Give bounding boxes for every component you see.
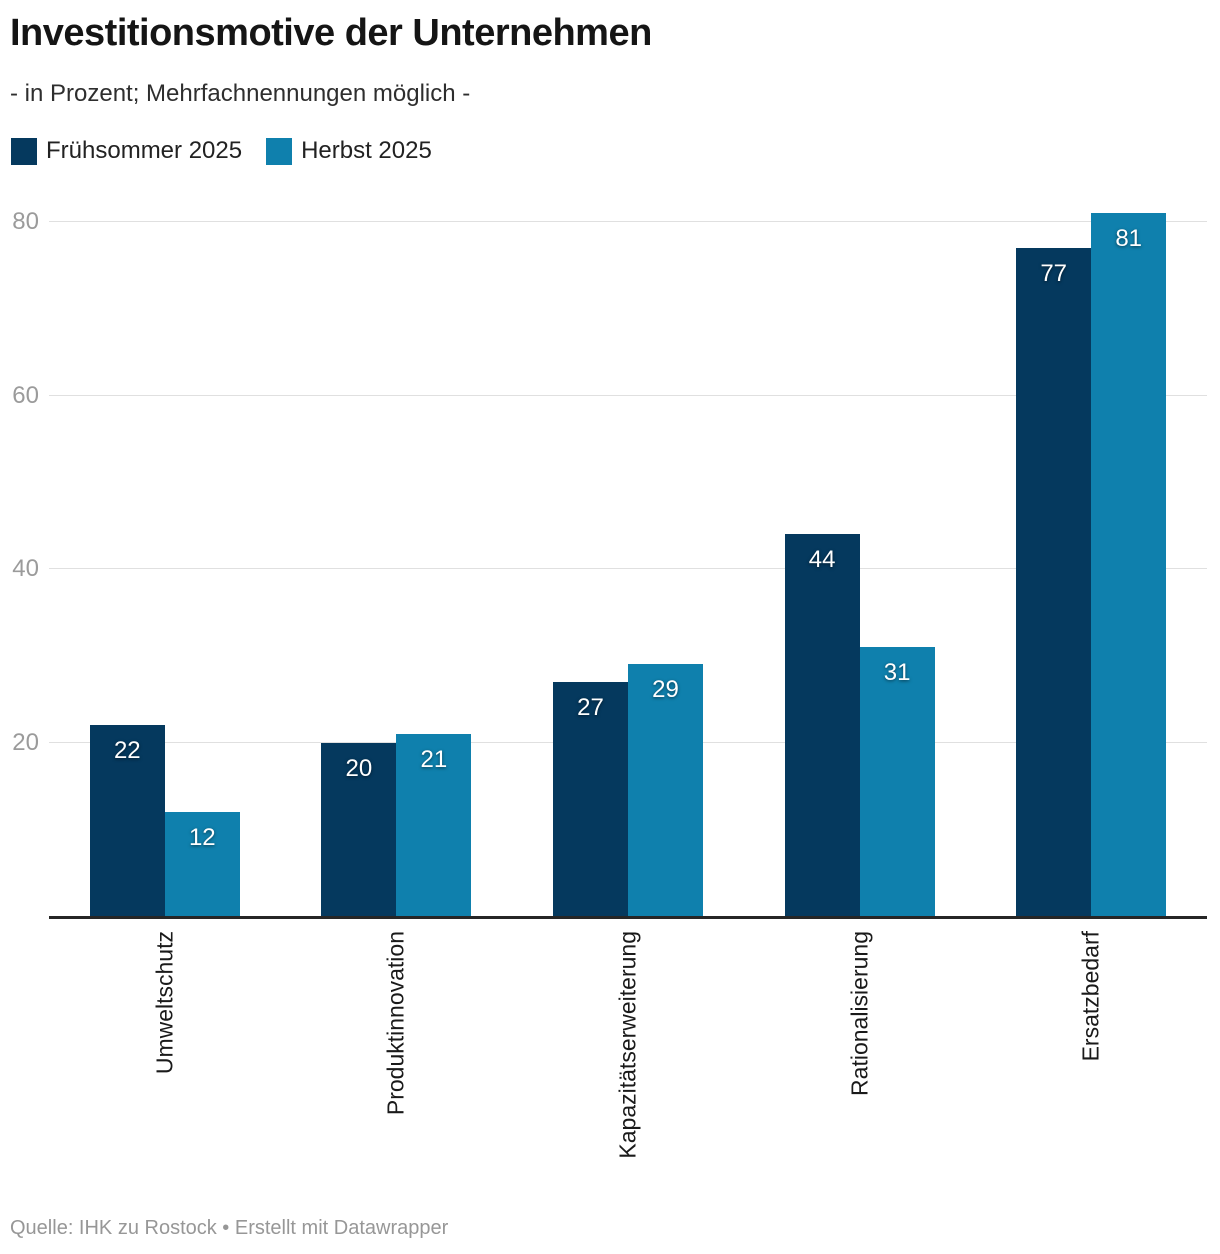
bar-value-label: 29 [652,676,679,704]
x-axis-label-5: Ersatzbedarf [1077,931,1104,1062]
bar-value-label: 27 [577,693,604,721]
x-axis-label-2: Produktinnovation [382,931,409,1116]
x-axis-label-3: Kapazitätserweiterung [614,931,641,1159]
bar-value-label: 12 [188,823,216,851]
y-tick-label-60: 60 [12,381,39,409]
bar-group-4: 44 31 [784,534,935,916]
y-tick-label-80: 80 [12,208,39,235]
x-axis-label-1: Umweltschutz [151,931,178,1075]
chart-subtitle: - in Prozent; Mehrfachnennungen möglich … [10,80,471,107]
x-axis-line [49,916,1207,919]
bar-group-2: 20 21 [321,733,472,916]
chart-title: Investitionsmotive der Unternehmen [10,12,652,54]
bar-group-5: 77 81 [1016,213,1167,916]
bar-value-label: 22 [113,737,141,765]
bar-rationalisierung-frühsommer-2025: 44 [784,534,860,916]
bar-umweltschutz-frühsommer-2025: 22 [89,725,165,916]
gridline-80 [49,221,1207,222]
legend-item-fruehsommer: Frühsommer 2025 [11,137,242,165]
legend-swatch-fruehsommer [11,137,37,165]
bar-value-label: 77 [1040,260,1068,288]
bar-group-3: 27 29 [553,664,703,916]
gridline-60 [49,394,1207,396]
bar-umweltschutz-herbst-2025: 12 [164,811,240,916]
bar-kapazitätserweiterung-herbst-2025: 29 [628,664,703,916]
plot-area: 20 40 60 80 22 12 20 21 27 29 44 31 77 81 [12,176,1207,919]
bar-ersatzbedarf-herbst-2025: 81 [1091,213,1167,916]
y-tick-label-20: 20 [12,728,39,756]
legend-label-herbst: Herbst 2025 [301,137,432,164]
bar-value-label: 31 [883,659,911,687]
bar-value-label: 21 [420,745,448,773]
bar-produktinnovation-frühsommer-2025: 20 [321,742,397,916]
bar-value-label: 20 [345,754,373,782]
bar-group-1: 22 12 [89,725,240,916]
legend-label-fruehsommer: Frühsommer 2025 [46,137,243,164]
bar-value-label: 44 [808,546,836,574]
legend: Frühsommer 2025 Herbst 2025 [11,137,432,165]
bar-produktinnovation-herbst-2025: 21 [396,733,472,916]
bar-rationalisierung-herbst-2025: 31 [859,647,935,916]
bar-kapazitätserweiterung-frühsommer-2025: 27 [553,681,628,916]
x-axis-label-4: Rationalisierung [846,931,873,1096]
legend-swatch-herbst [266,137,293,165]
gridline-40 [49,568,1207,569]
source-attribution: Quelle: IHK zu Rostock • Erstellt mit Da… [10,1217,449,1239]
y-tick-label-40: 40 [12,555,39,582]
bar-ersatzbedarf-frühsommer-2025: 77 [1016,248,1092,916]
bar-value-label: 81 [1115,225,1143,253]
legend-item-herbst: Herbst 2025 [266,137,432,165]
